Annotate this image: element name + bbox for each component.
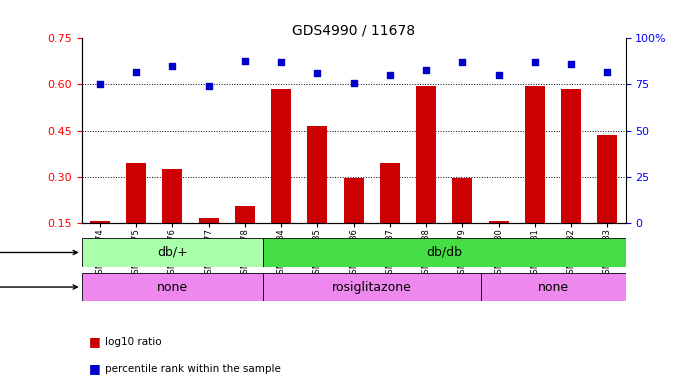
Point (275, 59, 286, 65)
Point (566, 61, 577, 67)
Text: percentile rank within the sample: percentile rank within the sample (105, 364, 282, 374)
Point (95, 81, 105, 88)
Bar (271, 89, 291, 223)
Point (457, 59, 468, 65)
Bar (82, 273, 263, 301)
Point (312, 70, 323, 76)
Title: GDS4990 / 11678: GDS4990 / 11678 (292, 23, 415, 37)
Point (384, 72, 395, 78)
Bar (481, 273, 626, 301)
Bar (598, 135, 617, 223)
Bar (525, 86, 545, 223)
Point (530, 59, 541, 65)
Text: genotype/variation: genotype/variation (0, 247, 78, 258)
Bar (343, 178, 364, 223)
Bar (90, 221, 109, 223)
Point (421, 67, 432, 73)
Bar (263, 273, 481, 301)
Bar (307, 126, 327, 223)
Text: ■: ■ (88, 362, 100, 375)
Bar (163, 169, 182, 223)
Point (348, 79, 359, 86)
Point (493, 72, 504, 78)
Point (239, 58, 250, 64)
Point (131, 68, 141, 74)
Text: agent: agent (0, 282, 78, 292)
Text: none: none (537, 281, 568, 293)
Text: log10 ratio: log10 ratio (105, 337, 162, 347)
Bar (416, 86, 436, 223)
Bar (452, 178, 473, 223)
Text: db/db: db/db (426, 246, 462, 259)
Bar (561, 89, 581, 223)
Bar (126, 163, 146, 223)
Bar (82, 238, 263, 267)
Point (203, 83, 214, 89)
Point (167, 63, 177, 69)
Bar (263, 238, 626, 267)
Bar (235, 206, 255, 223)
Text: db/+: db/+ (157, 246, 188, 259)
Text: ■: ■ (88, 335, 100, 348)
Bar (380, 163, 400, 223)
Bar (199, 218, 218, 223)
Text: none: none (156, 281, 188, 293)
Text: rosiglitazone: rosiglitazone (332, 281, 411, 293)
Point (602, 68, 613, 74)
Bar (489, 221, 509, 223)
